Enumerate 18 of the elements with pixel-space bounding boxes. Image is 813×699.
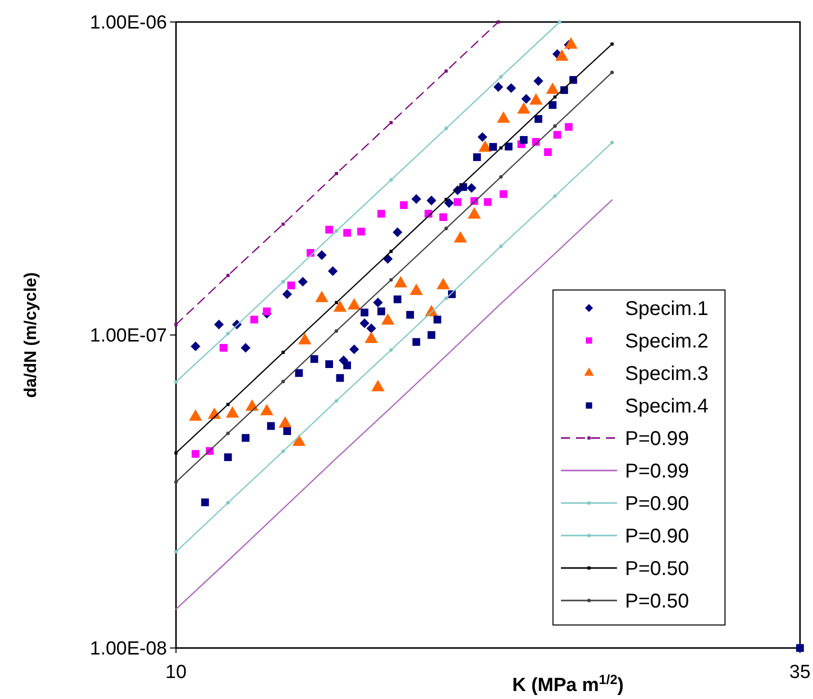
line-series — [174, 20, 500, 326]
legend-label: Specim.3 — [625, 363, 708, 385]
y-axis-title: da/dN (m/cycle) — [21, 272, 40, 398]
y-tick-label: 1.00E-07 — [90, 326, 167, 347]
legend-label: Specim.1 — [625, 298, 708, 320]
legend-label: Specim.4 — [625, 396, 708, 418]
y-tick-label: 1.00E-08 — [90, 638, 167, 660]
legend-label: P=0.99 — [625, 460, 689, 482]
legend-label: P=0.90 — [625, 493, 689, 515]
legend-label: P=0.90 — [625, 526, 689, 548]
legend-label: Specim.2 — [625, 330, 708, 352]
x-tick-label: 35 — [789, 662, 811, 683]
x-axis-title: K (MPa m$^{1/2}$) — [512, 672, 624, 696]
legend-label: P=0.50 — [625, 590, 689, 612]
x-tick-label: 10 — [165, 662, 187, 683]
y-tick-label: 1.00E-06 — [90, 12, 167, 34]
legend-label: P=0.50 — [625, 558, 689, 580]
legend-label: P=0.99 — [625, 428, 689, 450]
